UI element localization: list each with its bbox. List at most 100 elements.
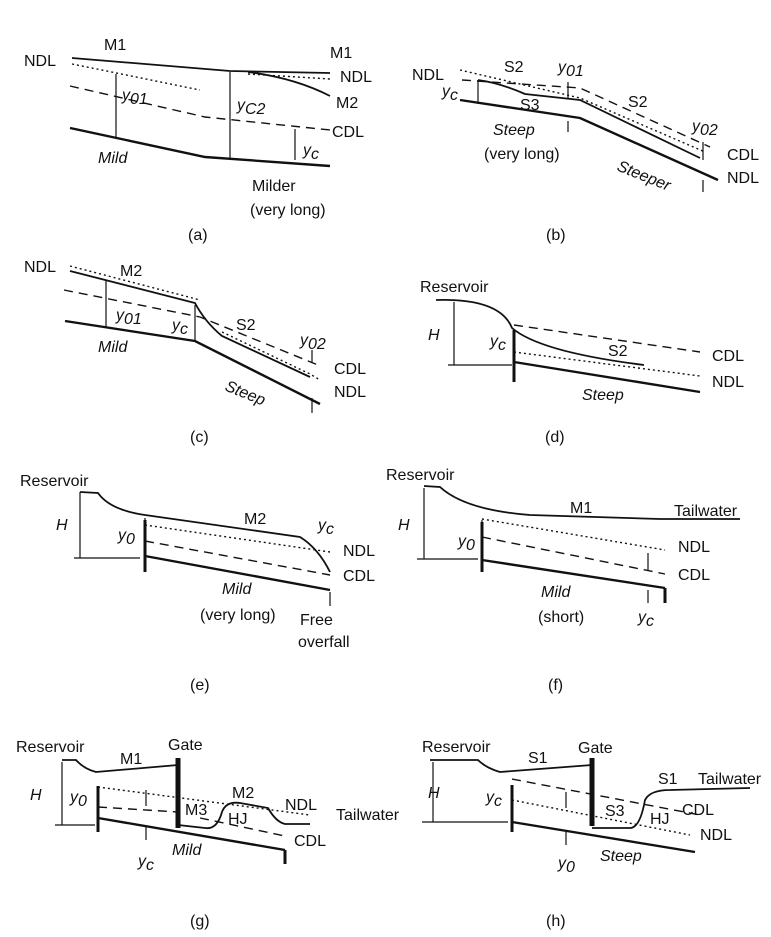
gate-label: Gate — [578, 740, 613, 757]
length-note: (short) — [538, 609, 584, 626]
y01-label: y01 — [115, 307, 142, 328]
y0-label: y0 — [69, 789, 87, 810]
yc-label: yc — [302, 142, 319, 163]
m1-label: M1 — [570, 500, 592, 517]
yc-label: yc — [171, 317, 188, 338]
cdl-label: CDL — [334, 361, 366, 378]
slope-label-mild: Mild — [98, 150, 128, 167]
panel-label-c: (c) — [190, 429, 209, 446]
ndl-label: NDL — [712, 374, 744, 391]
h-label: H — [30, 787, 42, 804]
hj-label: HJ — [228, 811, 248, 828]
slope-label-mild: Mild — [222, 581, 252, 598]
slope-label-steep: Steep — [582, 387, 624, 404]
slope-label-mild: Mild — [541, 584, 571, 601]
panel-d: Reservoir H yc S2 CDL NDL Steep (d) — [420, 279, 744, 446]
reservoir-label: Reservoir — [386, 467, 455, 484]
panel-a: NDL M1 M1 NDL M2 y01 yC2 CDL yc Mild Mil… — [24, 37, 372, 244]
cdl-label: CDL — [678, 567, 710, 584]
yc-label: yc — [441, 83, 458, 104]
slope-label-steeper: Steeper — [615, 158, 674, 195]
y0-label: y0 — [117, 527, 135, 548]
reservoir-label: Reservoir — [422, 739, 491, 756]
yc-label: yc — [489, 333, 506, 354]
m2-label: M2 — [336, 95, 358, 112]
ndl-label: NDL — [678, 539, 710, 556]
slope-label-milder: Milder — [252, 178, 296, 195]
slope-label-steep: Steep — [493, 122, 535, 139]
tailwater-label: Tailwater — [698, 771, 762, 788]
reservoir-label: Reservoir — [420, 279, 489, 296]
h-label: H — [428, 327, 440, 344]
cdl-label: CDL — [343, 568, 375, 585]
length-note: (very long) — [200, 607, 276, 624]
panel-b: NDL S2 y01 yc S3 S2 Steep (very long) y0… — [412, 59, 759, 244]
ndl-label: NDL — [285, 797, 317, 814]
ndl-label: NDL — [340, 69, 372, 86]
s3-label: S3 — [520, 97, 540, 114]
s2-label: S2 — [504, 59, 524, 76]
h-label: H — [56, 517, 68, 534]
panel-label-a: (a) — [188, 227, 208, 244]
free-label: Free — [300, 612, 333, 629]
m1-label: M1 — [104, 37, 126, 54]
overfall-label: overfall — [298, 634, 350, 651]
cdl-label: CDL — [712, 348, 744, 365]
panel-f: Reservoir H y0 M1 Tailwater NDL CDL Mild… — [386, 467, 740, 694]
h-label: H — [398, 517, 410, 534]
slope-label-mild: Mild — [172, 842, 202, 859]
m1-label: M1 — [330, 45, 352, 62]
panel-c: NDL M2 y01 yc S2 y02 CDL NDL Mild Steep … — [24, 259, 366, 446]
m2-label: M2 — [232, 785, 254, 802]
y0-label: y0 — [457, 533, 475, 554]
s3-label: S3 — [605, 803, 625, 820]
s1-label: S1 — [528, 750, 548, 767]
ndl-label: NDL — [412, 67, 444, 84]
y02-label: y02 — [691, 118, 718, 139]
slope-label-steep: Steep — [600, 848, 642, 865]
yc-label: yc — [637, 609, 654, 630]
panel-label-h: (h) — [546, 913, 566, 930]
m3-label: M3 — [185, 802, 207, 819]
s2-label: S2 — [236, 317, 256, 334]
ndl-label: NDL — [727, 170, 759, 187]
gate-label: Gate — [168, 737, 203, 754]
slope-label-mild: Mild — [98, 339, 128, 356]
yc2-label: yC2 — [236, 97, 266, 118]
s2-label: S2 — [608, 343, 628, 360]
tailwater-label: Tailwater — [674, 503, 738, 520]
m2-label: M2 — [120, 263, 142, 280]
cdl-label: CDL — [727, 147, 759, 164]
yc-label: yc — [317, 517, 334, 538]
reservoir-label: Reservoir — [16, 739, 85, 756]
ndl-label: NDL — [343, 543, 375, 560]
cdl-label: CDL — [682, 802, 714, 819]
panel-label-f: (f) — [548, 677, 563, 694]
reservoir-label: Reservoir — [20, 473, 89, 490]
m1-label: M1 — [120, 751, 142, 768]
s2-label: S2 — [628, 94, 648, 111]
panel-label-b: (b) — [546, 227, 566, 244]
yc-label: yc — [485, 789, 502, 810]
s1-label: S1 — [658, 771, 678, 788]
length-note: (very long) — [484, 146, 560, 163]
cdl-label: CDL — [294, 833, 326, 850]
h-label: H — [428, 785, 440, 802]
panel-h: Reservoir S1 Gate S1 Tailwater H yc S3 H… — [422, 739, 762, 930]
ndl-label: NDL — [24, 53, 56, 70]
panel-g: Reservoir M1 Gate H y0 M2 M3 HJ NDL Tail… — [16, 737, 400, 930]
y01-label: y01 — [121, 87, 148, 108]
y0-label: y0 — [557, 855, 575, 876]
cdl-label: CDL — [332, 124, 364, 141]
tailwater-label: Tailwater — [336, 807, 400, 824]
m2-label: M2 — [244, 511, 266, 528]
length-note: (very long) — [250, 202, 326, 219]
y01-label: y01 — [557, 59, 584, 80]
panel-label-e: (e) — [190, 677, 210, 694]
ndl-label: NDL — [334, 384, 366, 401]
panel-e: Reservoir H y0 M2 yc NDL CDL Mild (very … — [20, 473, 375, 694]
ndl-label: NDL — [24, 259, 56, 276]
ndl-label: NDL — [700, 827, 732, 844]
slope-label-steep: Steep — [223, 378, 268, 409]
